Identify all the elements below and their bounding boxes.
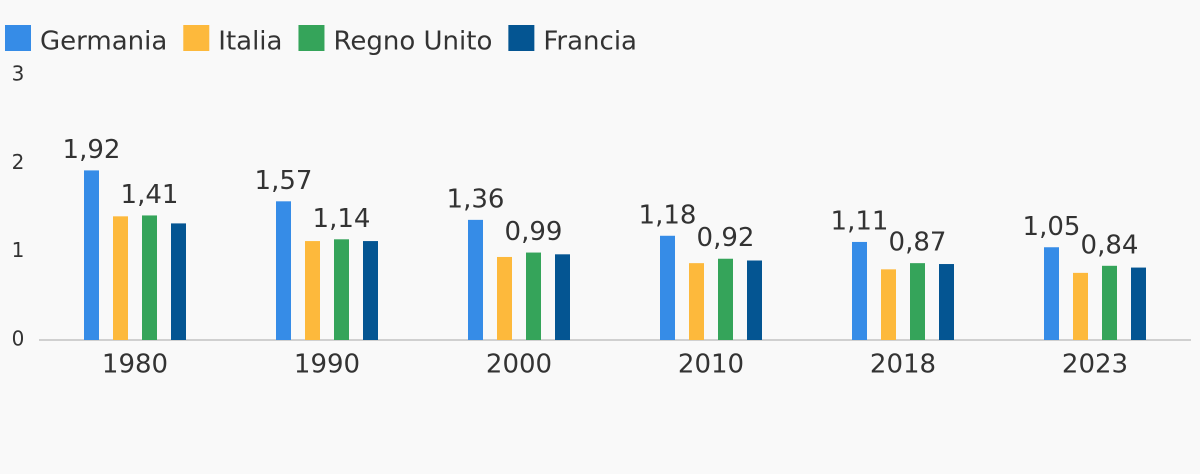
data-label: 1,18	[639, 200, 697, 230]
legend-swatch	[508, 25, 535, 51]
x-tick-label: 2023	[1062, 350, 1128, 380]
legend-label: Regno Unito	[333, 27, 492, 57]
bar	[305, 241, 320, 340]
x-tick-label: 2000	[486, 350, 552, 380]
data-label: 0,99	[505, 217, 563, 247]
x-tick-label: 2010	[678, 350, 744, 380]
legend-swatch	[183, 25, 210, 51]
data-label: 0,87	[889, 228, 947, 258]
y-tick-label: 1	[12, 238, 25, 262]
legend-label: Francia	[543, 27, 637, 57]
bar	[497, 256, 512, 340]
bar	[334, 239, 349, 340]
bar	[468, 219, 483, 340]
bar	[747, 260, 762, 340]
legend-label: Germania	[40, 27, 167, 57]
y-tick-label: 0	[12, 327, 25, 351]
bar	[84, 170, 99, 340]
bar	[1131, 267, 1146, 340]
bar	[526, 252, 541, 340]
bar	[939, 264, 954, 340]
data-label: 0,84	[1081, 230, 1139, 260]
data-label: 1,05	[1023, 212, 1081, 242]
bar	[881, 269, 896, 340]
x-tick-label: 1980	[102, 350, 168, 380]
legend-label: Italia	[218, 27, 282, 57]
data-label: 1,92	[63, 135, 121, 165]
bar	[276, 201, 291, 340]
legend-swatch	[5, 25, 31, 51]
data-label: 1,57	[255, 166, 313, 196]
x-tick-label: 2018	[870, 350, 936, 380]
bar	[1044, 247, 1059, 340]
x-tick-label: 1990	[294, 350, 360, 380]
bar	[689, 263, 704, 340]
bar	[142, 215, 157, 340]
bar	[171, 223, 186, 340]
bar	[363, 241, 378, 340]
data-label: 1,14	[313, 204, 371, 234]
data-label: 1,41	[121, 180, 179, 210]
bar	[852, 241, 867, 340]
bar	[718, 258, 733, 340]
data-label: 1,11	[831, 206, 889, 236]
y-tick-label: 3	[12, 62, 25, 86]
bar	[1102, 265, 1117, 340]
bar	[1073, 272, 1088, 340]
data-label: 0,92	[697, 223, 755, 253]
bar	[910, 263, 925, 340]
y-tick-label: 2	[12, 150, 25, 174]
bar	[660, 235, 675, 340]
data-label: 1,36	[447, 184, 505, 214]
bar	[555, 254, 570, 340]
bar	[113, 216, 128, 340]
legend-swatch	[298, 25, 325, 51]
